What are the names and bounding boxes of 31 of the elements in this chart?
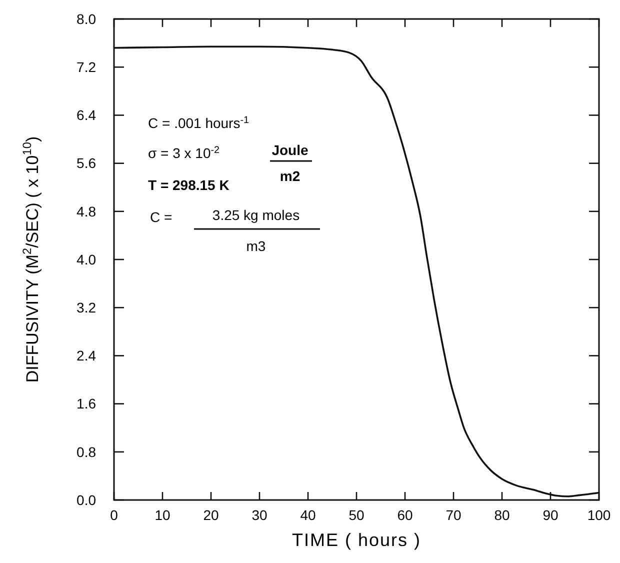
x-tick-label: 90	[542, 507, 558, 523]
annotation: 3.25 kg moles	[212, 207, 300, 223]
y-tick-label: 0.8	[76, 444, 96, 460]
y-tick-label: 3.2	[76, 300, 96, 316]
y-tick-label: 4.0	[76, 251, 96, 268]
x-tick-label: 50	[348, 507, 364, 523]
x-tick-label: 0	[110, 507, 118, 523]
annotation: Joule	[272, 142, 308, 158]
y-tick-label: 5.6	[76, 155, 96, 172]
x-tick-label: 100	[587, 507, 611, 523]
x-tick-label: 40	[300, 507, 316, 523]
y-tick-label: 6.4	[76, 107, 96, 124]
y-tick-label: 2.4	[76, 348, 96, 364]
x-tick-label: 20	[203, 507, 219, 523]
annotation: C = .001 hours$^{-1}$	[148, 114, 249, 131]
x-tick-label: 30	[252, 507, 268, 523]
annotation: m3	[246, 238, 266, 254]
y-tick-label: 0.0	[76, 492, 96, 508]
y-tick-label: 8.0	[76, 10, 96, 27]
y-tick-label: 4.8	[76, 203, 96, 220]
x-tick-label: 60	[397, 507, 413, 523]
annotation: C =	[150, 209, 172, 225]
annotation: m2	[280, 168, 300, 184]
x-tick-label: 10	[154, 507, 170, 523]
x-tick-label: 80	[494, 507, 510, 523]
y-tick-label: 1.6	[76, 396, 96, 412]
annotation: σ = 3 x 10$^{-2}$	[148, 144, 220, 161]
x-axis-title: TIME ( hours )	[292, 530, 422, 550]
annotation: T = 298.15 K	[148, 177, 230, 193]
y-tick-label: 7.2	[76, 59, 96, 75]
x-tick-label: 70	[446, 507, 462, 523]
